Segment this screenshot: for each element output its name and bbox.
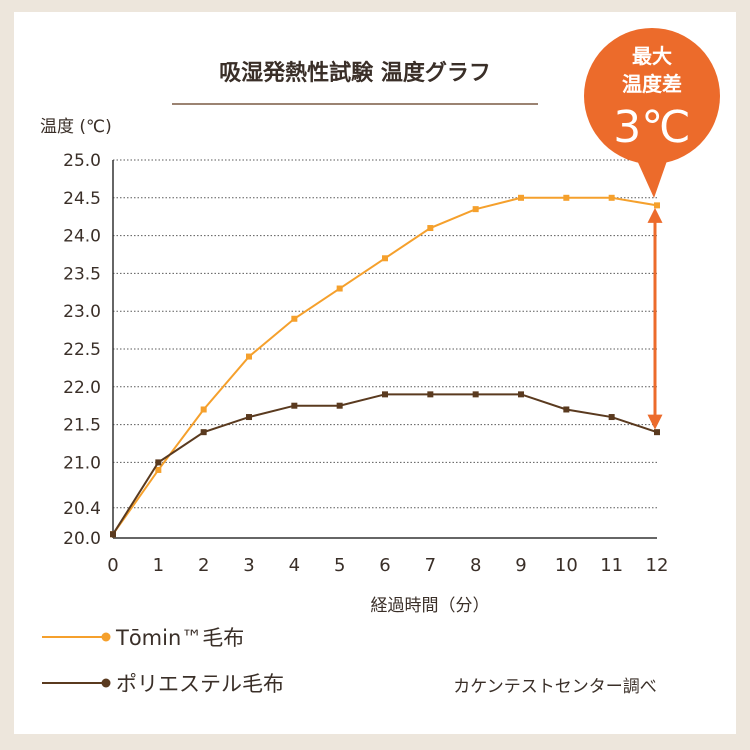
data-point-polyester [427,391,434,398]
data-point-polyester [246,414,252,421]
y-tick-label: 23.5 [63,264,101,284]
data-point-polyester [472,391,479,398]
y-tick-label: 21.0 [63,453,101,473]
max-difference-badge: 最大 温度差 3℃ [584,28,720,198]
x-axis-label: 経過時間（分） [371,596,490,616]
badge-value: 3℃ [613,102,690,153]
series-tomin [110,194,660,538]
y-tick-label: 20.0 [63,529,101,549]
legend-label-polyester: ポリエステル毛布 [116,672,284,696]
data-point-polyester [336,402,343,409]
x-tick-label: 1 [153,555,164,576]
data-point-tomin [336,285,343,292]
data-point-tomin [563,194,570,201]
x-tick-label: 2 [198,555,209,576]
data-point-tomin [246,353,252,360]
badge-circle [584,28,720,164]
x-tick-label: 7 [425,555,436,576]
data-point-tomin [155,466,162,473]
data-point-polyester [155,459,162,466]
data-point-polyester [200,429,207,436]
y-tick-label: 23.0 [63,302,101,322]
series-lines [110,194,660,538]
x-tick-label: 6 [379,555,390,576]
badge-pointer [636,158,668,198]
legend-marker-polyester [101,678,111,688]
series-line-polyester [112,393,658,535]
data-point-polyester [291,402,298,409]
data-point-polyester [608,414,615,421]
x-tick-labels: 0 1 2 3 4 5 6 7 8 9 10 11 12 [107,555,668,576]
axes [112,160,657,539]
y-tick-label: 22.0 [63,378,101,398]
y-tick-label: 21.5 [63,416,101,436]
x-tick-label: 3 [243,555,254,576]
data-point-tomin [427,225,434,232]
legend-marker-tomin [101,632,111,642]
y-tick-label: 24.0 [63,227,101,247]
data-point-polyester [110,531,116,538]
source-note: カケンテストセンター調べ [453,677,657,697]
series-polyester [110,391,660,538]
x-tick-label: 8 [470,555,481,576]
data-point-polyester [654,429,660,436]
y-axis-label: 温度 (℃) [40,117,112,137]
data-point-polyester [563,406,570,413]
x-tick-label: 4 [289,555,300,576]
series-line-tomin [112,196,658,535]
data-point-tomin [382,255,388,262]
data-point-tomin [200,406,207,413]
data-point-tomin [518,194,524,201]
grid-lines [113,159,657,509]
badge-line-1: 最大 [632,44,672,68]
data-point-tomin [654,202,660,209]
legend: Tōmin™毛布 ポリエステル毛布 [42,626,284,696]
legend-label-tomin: Tōmin™毛布 [115,626,244,650]
data-point-tomin [291,315,298,322]
x-tick-label: 10 [555,555,578,576]
y-tick-label: 25.0 [63,151,101,171]
data-point-tomin [472,206,479,213]
data-point-polyester [382,391,388,398]
badge-line-2: 温度差 [622,72,682,96]
x-tick-label: 12 [646,555,669,576]
data-point-polyester [518,391,524,398]
x-tick-label: 0 [107,555,118,576]
data-point-tomin [608,194,615,201]
x-tick-label: 5 [334,555,345,576]
y-tick-label: 24.5 [63,189,101,209]
x-tick-label: 9 [515,555,526,576]
y-tick-label: 20.4 [63,499,101,519]
y-tick-label: 22.5 [63,340,101,360]
x-tick-label: 11 [600,555,623,576]
y-tick-labels: 20.0 20.4 21.0 21.5 22.0 22.5 23.0 23.5 24.0 24.5… [63,151,101,549]
chart-title: 吸湿発熱性試験 温度グラフ [219,60,491,86]
